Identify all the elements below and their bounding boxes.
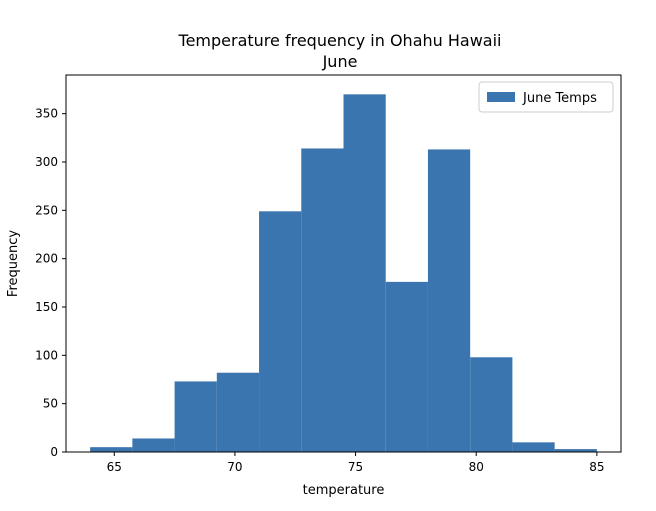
legend: June Temps (478, 81, 614, 113)
chart-subtitle: June (322, 52, 358, 71)
x-tick-label: 75 (348, 460, 363, 474)
histogram-bar (90, 447, 133, 452)
histogram-bar (470, 357, 513, 452)
histogram-bar (554, 449, 597, 452)
histogram-bar (385, 281, 428, 452)
histogram-bar (216, 372, 260, 452)
plot-area-frame (65, 74, 622, 453)
y-axis-ticks: 0 50 100 150 200 250 300 350 (35, 107, 66, 459)
chart-title: Temperature frequency in Ohahu Hawaii (178, 31, 502, 50)
histogram-bar (132, 438, 175, 452)
x-tick-label: 85 (589, 460, 604, 474)
x-axis-label: temperature (303, 483, 385, 498)
x-tick-label: 70 (227, 460, 242, 474)
y-tick-label: 0 (50, 445, 58, 459)
histogram-bar (343, 94, 386, 452)
x-axis-ticks: 65 70 75 80 85 (107, 452, 605, 474)
histogram-bar (174, 381, 217, 452)
legend-box (478, 81, 614, 113)
legend-swatch (487, 92, 515, 102)
x-tick-label: 65 (107, 460, 122, 474)
y-axis-label: Frequency (6, 230, 21, 297)
histogram-bar (512, 442, 555, 452)
y-tick-label: 250 (35, 203, 58, 217)
histogram-bar (427, 149, 471, 452)
legend-label: June Temps (522, 91, 597, 106)
y-tick-label: 200 (35, 252, 58, 266)
y-tick-label: 350 (35, 107, 58, 121)
histogram-bars (90, 94, 597, 452)
y-tick-label: 50 (43, 397, 58, 411)
histogram-bar (259, 211, 302, 452)
y-tick-label: 300 (35, 155, 58, 169)
y-tick-label: 100 (35, 348, 58, 362)
x-tick-label: 80 (469, 460, 484, 474)
y-tick-label: 150 (35, 300, 58, 314)
histogram-bar (301, 148, 344, 452)
